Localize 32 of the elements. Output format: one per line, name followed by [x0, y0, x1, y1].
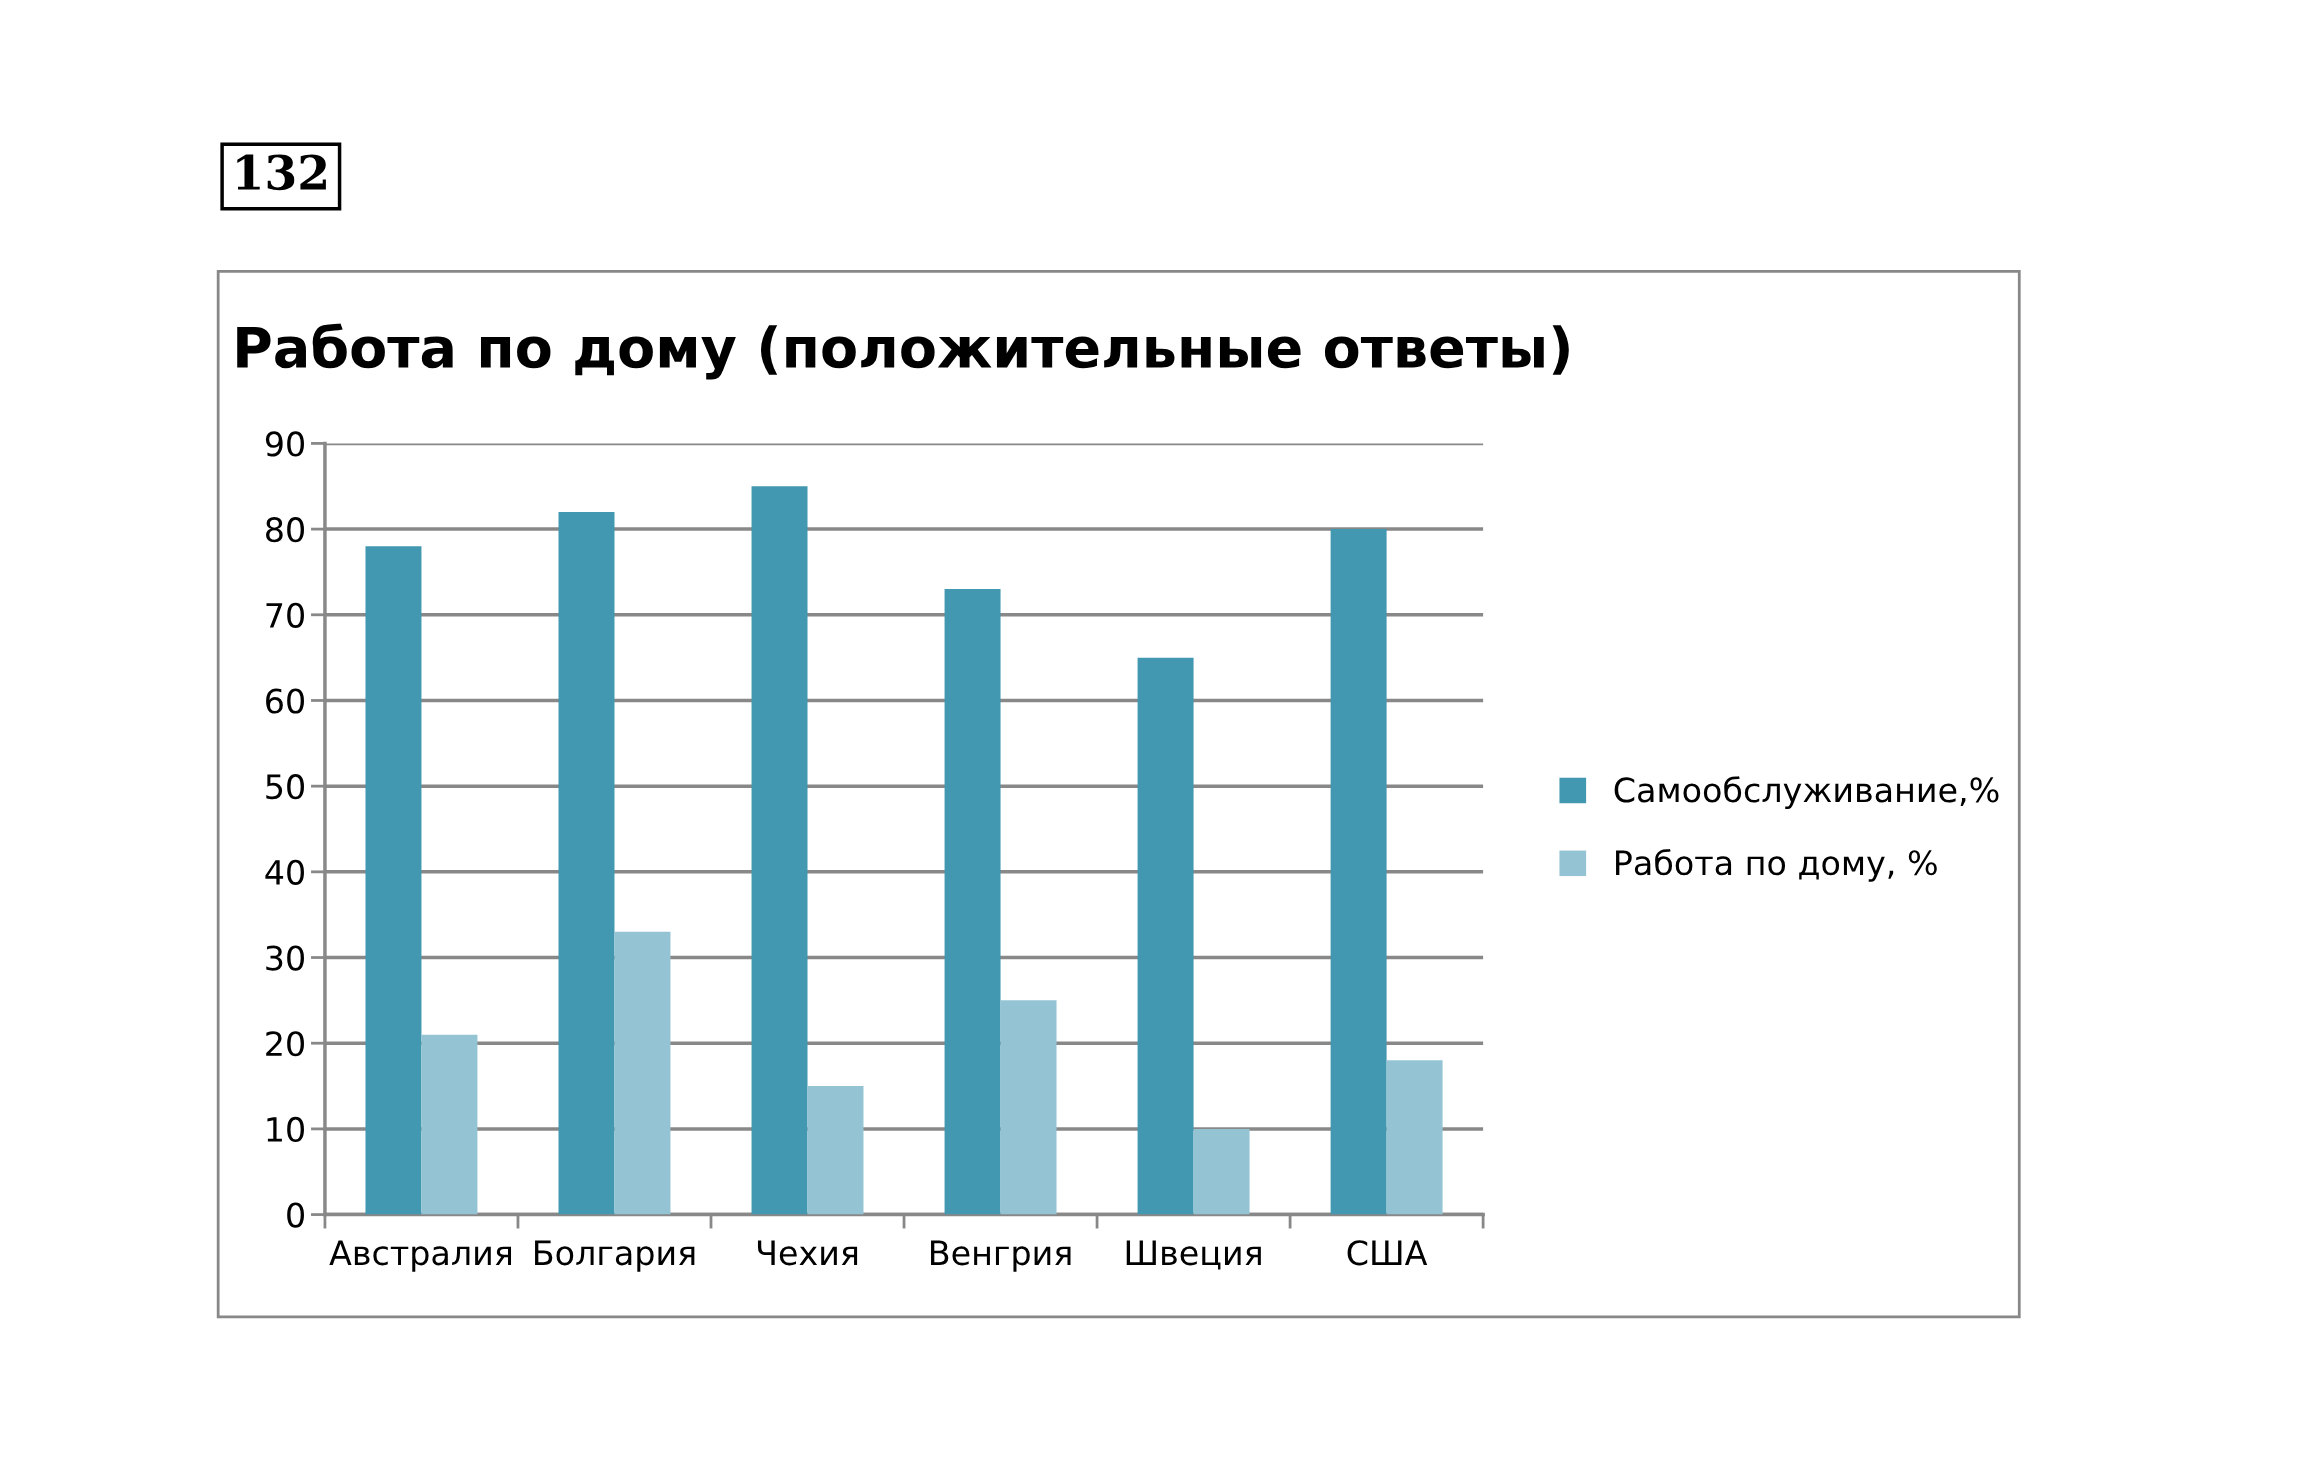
text: 132: [237, 154, 326, 191]
bar: [614, 931, 671, 1215]
y-tick-label: 30: [266, 945, 304, 971]
bar: [1330, 529, 1387, 1215]
x-tick-label: Венгрия: [931, 1240, 1071, 1272]
bar: [944, 589, 1001, 1215]
y-tick-label: 50: [266, 774, 304, 800]
y-tick-label: 40: [265, 859, 304, 885]
x-tick-label: Швеция: [1126, 1240, 1261, 1270]
y-tick-label: 80: [266, 517, 304, 543]
chart-title: Работа по дому (положительные ответы): [237, 323, 1569, 380]
x-tick-label: США: [1347, 1240, 1428, 1266]
bar: [807, 1086, 864, 1215]
bar: [421, 1034, 478, 1215]
y-tick-label: 70: [266, 602, 304, 628]
y-tick-label: 20: [266, 1031, 304, 1057]
y-tick-label: 60: [266, 688, 304, 714]
bar: [365, 546, 422, 1215]
x-tick-label: Австралия: [329, 1240, 512, 1272]
x-tick-label: Болгария: [535, 1240, 695, 1272]
bar: [751, 486, 808, 1215]
y-tick-label: 90: [265, 431, 304, 457]
bar: [1000, 1000, 1057, 1215]
y-tick-label: 10: [267, 1116, 304, 1143]
bar: [1193, 1128, 1250, 1215]
bar: [558, 511, 615, 1215]
bar: [1386, 1060, 1443, 1215]
x-tick-label: Чехия: [757, 1240, 858, 1266]
y-tick-label: 0: [287, 1202, 304, 1228]
legend-label: Работа по дому, %: [1616, 849, 1937, 882]
legend-label: Самообслуживание,%: [1614, 776, 1999, 809]
bar: [1137, 657, 1194, 1215]
